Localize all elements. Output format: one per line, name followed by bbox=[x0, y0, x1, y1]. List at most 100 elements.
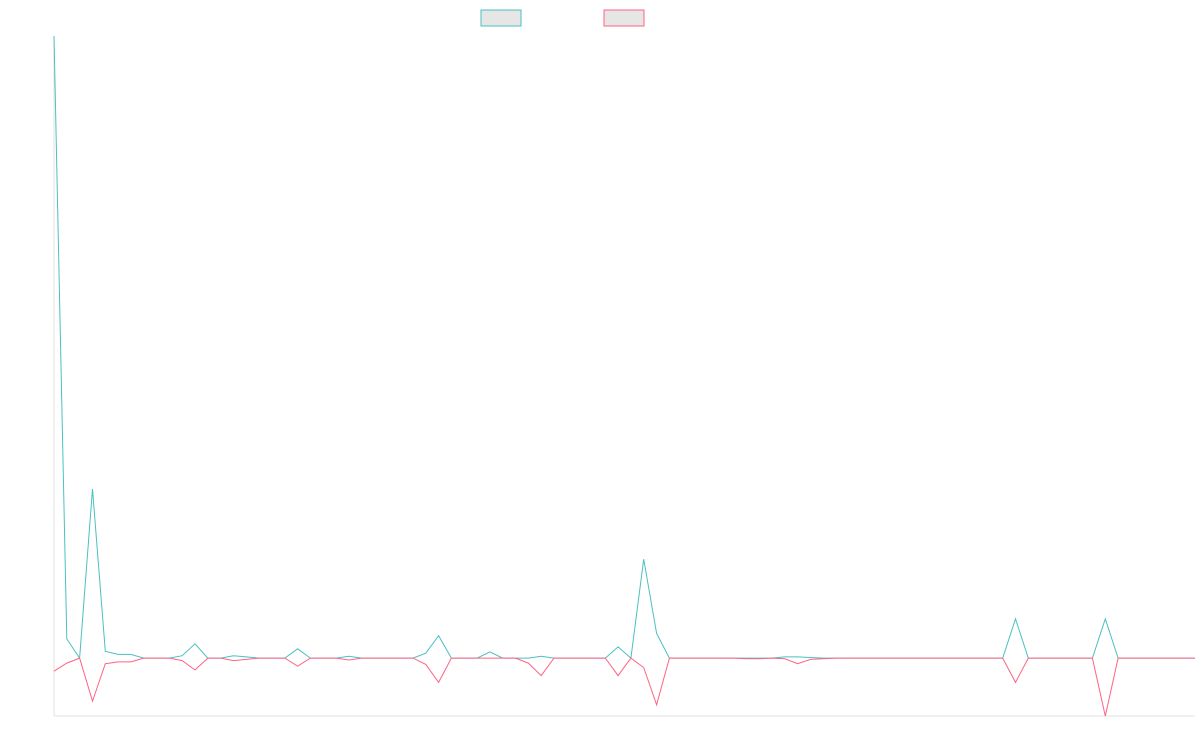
data-point-series-1[interactable] bbox=[654, 630, 660, 636]
data-point-series-1[interactable] bbox=[1013, 616, 1019, 622]
data-point-series-2[interactable] bbox=[513, 655, 519, 661]
data-point-series-1[interactable] bbox=[128, 651, 134, 657]
data-point-series-1[interactable] bbox=[538, 653, 544, 659]
data-point-series-2[interactable] bbox=[218, 655, 224, 661]
data-point-series-2[interactable] bbox=[859, 655, 865, 661]
data-point-series-2[interactable] bbox=[1128, 655, 1134, 661]
data-point-series-2[interactable] bbox=[936, 655, 942, 661]
data-point-series-2[interactable] bbox=[307, 655, 313, 661]
data-point-series-2[interactable] bbox=[910, 655, 916, 661]
data-point-series-2[interactable] bbox=[448, 655, 454, 661]
data-point-series-2[interactable] bbox=[372, 655, 378, 661]
data-point-series-2[interactable] bbox=[359, 655, 365, 661]
data-point-series-2[interactable] bbox=[846, 655, 852, 661]
data-point-series-1[interactable] bbox=[115, 651, 121, 657]
data-point-series-2[interactable] bbox=[102, 661, 108, 667]
legend-swatch-series-2[interactable] bbox=[603, 9, 645, 27]
data-point-series-2[interactable] bbox=[987, 655, 993, 661]
data-point-series-2[interactable] bbox=[269, 655, 275, 661]
data-point-series-2[interactable] bbox=[205, 655, 211, 661]
data-point-series-2[interactable] bbox=[872, 655, 878, 661]
data-point-series-2[interactable] bbox=[948, 655, 954, 661]
data-point-series-2[interactable] bbox=[77, 655, 83, 661]
data-point-series-1[interactable] bbox=[90, 486, 96, 492]
data-point-series-2[interactable] bbox=[820, 656, 826, 662]
data-point-series-2[interactable] bbox=[1013, 679, 1019, 685]
data-point-series-1[interactable] bbox=[615, 644, 621, 650]
data-point-series-2[interactable] bbox=[128, 659, 134, 665]
data-point-series-2[interactable] bbox=[154, 655, 160, 661]
data-point-series-2[interactable] bbox=[282, 655, 288, 661]
data-point-series-1[interactable] bbox=[192, 641, 198, 647]
data-point-series-1[interactable] bbox=[795, 654, 801, 660]
data-point-series-2[interactable] bbox=[1064, 655, 1070, 661]
data-point-series-2[interactable] bbox=[384, 655, 390, 661]
data-point-series-2[interactable] bbox=[1166, 655, 1172, 661]
data-point-series-2[interactable] bbox=[179, 658, 185, 664]
data-point-series-2[interactable] bbox=[628, 655, 634, 661]
data-point-series-2[interactable] bbox=[718, 655, 724, 661]
data-point-series-2[interactable] bbox=[577, 655, 583, 661]
data-point-series-2[interactable] bbox=[782, 656, 788, 662]
data-point-series-1[interactable] bbox=[295, 646, 301, 652]
data-point-series-2[interactable] bbox=[692, 655, 698, 661]
data-point-series-2[interactable] bbox=[654, 702, 660, 708]
data-point-series-2[interactable] bbox=[1051, 655, 1057, 661]
data-point-series-2[interactable] bbox=[1179, 655, 1185, 661]
data-point-series-2[interactable] bbox=[1089, 655, 1095, 661]
legend-swatch-series-1[interactable] bbox=[480, 9, 522, 27]
data-point-series-2[interactable] bbox=[243, 656, 249, 662]
data-point-series-1[interactable] bbox=[102, 648, 108, 654]
data-point-series-2[interactable] bbox=[500, 655, 506, 661]
data-point-series-2[interactable] bbox=[525, 660, 531, 666]
data-point-series-1[interactable] bbox=[1102, 616, 1108, 622]
data-point-series-2[interactable] bbox=[807, 656, 813, 662]
data-point-series-2[interactable] bbox=[256, 655, 262, 661]
data-point-series-2[interactable] bbox=[795, 661, 801, 667]
data-point-series-2[interactable] bbox=[397, 655, 403, 661]
data-point-series-2[interactable] bbox=[551, 655, 557, 661]
data-point-series-2[interactable] bbox=[166, 655, 172, 661]
data-point-series-2[interactable] bbox=[756, 656, 762, 662]
data-point-series-2[interactable] bbox=[295, 663, 301, 669]
data-point-series-2[interactable] bbox=[333, 655, 339, 661]
data-point-series-2[interactable] bbox=[564, 655, 570, 661]
data-point-series-2[interactable] bbox=[666, 655, 672, 661]
data-point-series-2[interactable] bbox=[974, 655, 980, 661]
data-point-series-2[interactable] bbox=[923, 655, 929, 661]
data-point-series-2[interactable] bbox=[115, 659, 121, 665]
data-point-series-2[interactable] bbox=[64, 660, 70, 666]
data-point-series-2[interactable] bbox=[474, 655, 480, 661]
data-point-series-2[interactable] bbox=[423, 661, 429, 667]
data-point-series-2[interactable] bbox=[705, 655, 711, 661]
data-point-series-2[interactable] bbox=[731, 655, 737, 661]
data-point-series-2[interactable] bbox=[743, 656, 749, 662]
data-point-series-2[interactable] bbox=[192, 667, 198, 673]
data-point-series-2[interactable] bbox=[897, 655, 903, 661]
data-point-series-2[interactable] bbox=[1000, 655, 1006, 661]
data-point-series-2[interactable] bbox=[410, 655, 416, 661]
data-point-series-2[interactable] bbox=[487, 655, 493, 661]
data-point-series-2[interactable] bbox=[231, 658, 237, 664]
data-point-series-2[interactable] bbox=[436, 679, 442, 685]
data-point-series-2[interactable] bbox=[641, 665, 647, 671]
data-point-series-2[interactable] bbox=[320, 655, 326, 661]
data-point-series-2[interactable] bbox=[51, 668, 57, 674]
data-point-series-2[interactable] bbox=[679, 655, 685, 661]
data-point-series-1[interactable] bbox=[423, 650, 429, 656]
data-point-series-1[interactable] bbox=[641, 556, 647, 562]
data-point-series-1[interactable] bbox=[436, 633, 442, 639]
data-point-series-2[interactable] bbox=[602, 655, 608, 661]
data-point-series-2[interactable] bbox=[1192, 655, 1198, 661]
data-point-series-2[interactable] bbox=[615, 673, 621, 679]
data-point-series-2[interactable] bbox=[90, 698, 96, 704]
data-point-series-2[interactable] bbox=[141, 655, 147, 661]
data-point-series-2[interactable] bbox=[1154, 655, 1160, 661]
data-point-series-2[interactable] bbox=[1141, 655, 1147, 661]
data-point-series-2[interactable] bbox=[1102, 713, 1108, 719]
data-point-series-2[interactable] bbox=[1115, 655, 1121, 661]
data-point-series-2[interactable] bbox=[769, 655, 775, 661]
data-point-series-2[interactable] bbox=[1025, 655, 1031, 661]
data-point-series-1[interactable] bbox=[51, 33, 57, 39]
data-point-series-2[interactable] bbox=[1077, 655, 1083, 661]
